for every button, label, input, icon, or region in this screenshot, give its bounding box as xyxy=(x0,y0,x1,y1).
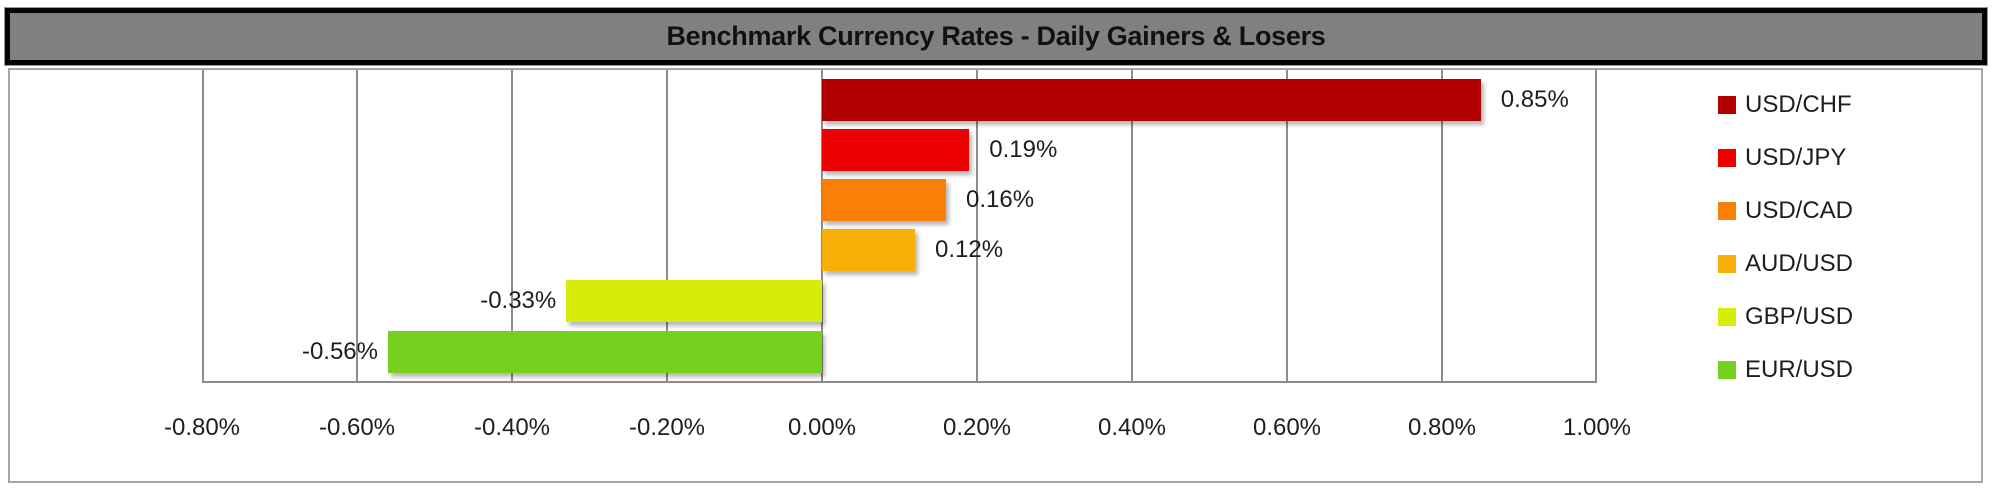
bar-usd-jpy xyxy=(822,129,970,171)
bar-usd-chf xyxy=(822,79,1481,121)
legend-item: USD/JPY xyxy=(1718,143,1846,173)
chart-area xyxy=(8,68,1983,483)
legend-item: USD/CAD xyxy=(1718,196,1853,226)
bar-gbp-usd xyxy=(566,280,822,322)
gridline xyxy=(821,70,823,383)
chart-title-bar: Benchmark Currency Rates - Daily Gainers… xyxy=(5,8,1987,65)
gridline xyxy=(511,70,513,383)
x-tick-label: -0.40% xyxy=(473,414,551,441)
legend-swatch-icon xyxy=(1718,255,1736,273)
gridline xyxy=(976,70,978,383)
gridline xyxy=(356,70,358,383)
legend-item: EUR/USD xyxy=(1718,355,1853,385)
data-label: 0.12% xyxy=(935,236,1004,263)
plot-area xyxy=(202,70,1597,383)
x-tick-label: -0.60% xyxy=(318,414,396,441)
x-tick-label: 0.80% xyxy=(1407,414,1477,441)
gridline xyxy=(666,70,668,383)
legend-swatch-icon xyxy=(1718,149,1736,167)
legend-swatch-icon xyxy=(1718,361,1736,379)
legend-item: USD/CHF xyxy=(1718,90,1852,120)
data-label: -0.33% xyxy=(480,287,557,314)
x-tick-label: 1.00% xyxy=(1562,414,1632,441)
bar-aud-usd xyxy=(822,229,915,271)
bar-usd-cad xyxy=(822,179,946,221)
legend-label: USD/CHF xyxy=(1745,91,1852,118)
data-label: 0.16% xyxy=(966,186,1035,213)
gridline xyxy=(1441,70,1443,383)
data-label: 0.85% xyxy=(1500,86,1569,113)
data-label: -0.56% xyxy=(301,338,378,365)
legend-item: GBP/USD xyxy=(1718,302,1853,332)
legend-swatch-icon xyxy=(1718,308,1736,326)
x-tick-label: 0.40% xyxy=(1097,414,1167,441)
legend-label: GBP/USD xyxy=(1745,303,1854,330)
data-label: 0.19% xyxy=(989,136,1058,163)
legend-swatch-icon xyxy=(1718,202,1736,220)
legend-label: USD/JPY xyxy=(1745,144,1847,171)
x-tick-label: 0.00% xyxy=(787,414,857,441)
legend-swatch-icon xyxy=(1718,96,1736,114)
legend-item: AUD/USD xyxy=(1718,249,1853,279)
gridline xyxy=(1131,70,1133,383)
legend-label: AUD/USD xyxy=(1745,250,1854,277)
x-tick-label: -0.20% xyxy=(628,414,706,441)
gridline xyxy=(1286,70,1288,383)
legend-label: USD/CAD xyxy=(1745,197,1854,224)
legend-label: EUR/USD xyxy=(1745,356,1854,383)
chart-title: Benchmark Currency Rates - Daily Gainers… xyxy=(666,21,1326,51)
bar-eur-usd xyxy=(388,331,822,373)
x-tick-label: -0.80% xyxy=(163,414,241,441)
x-tick-label: 0.60% xyxy=(1252,414,1322,441)
x-tick-label: 0.20% xyxy=(942,414,1012,441)
